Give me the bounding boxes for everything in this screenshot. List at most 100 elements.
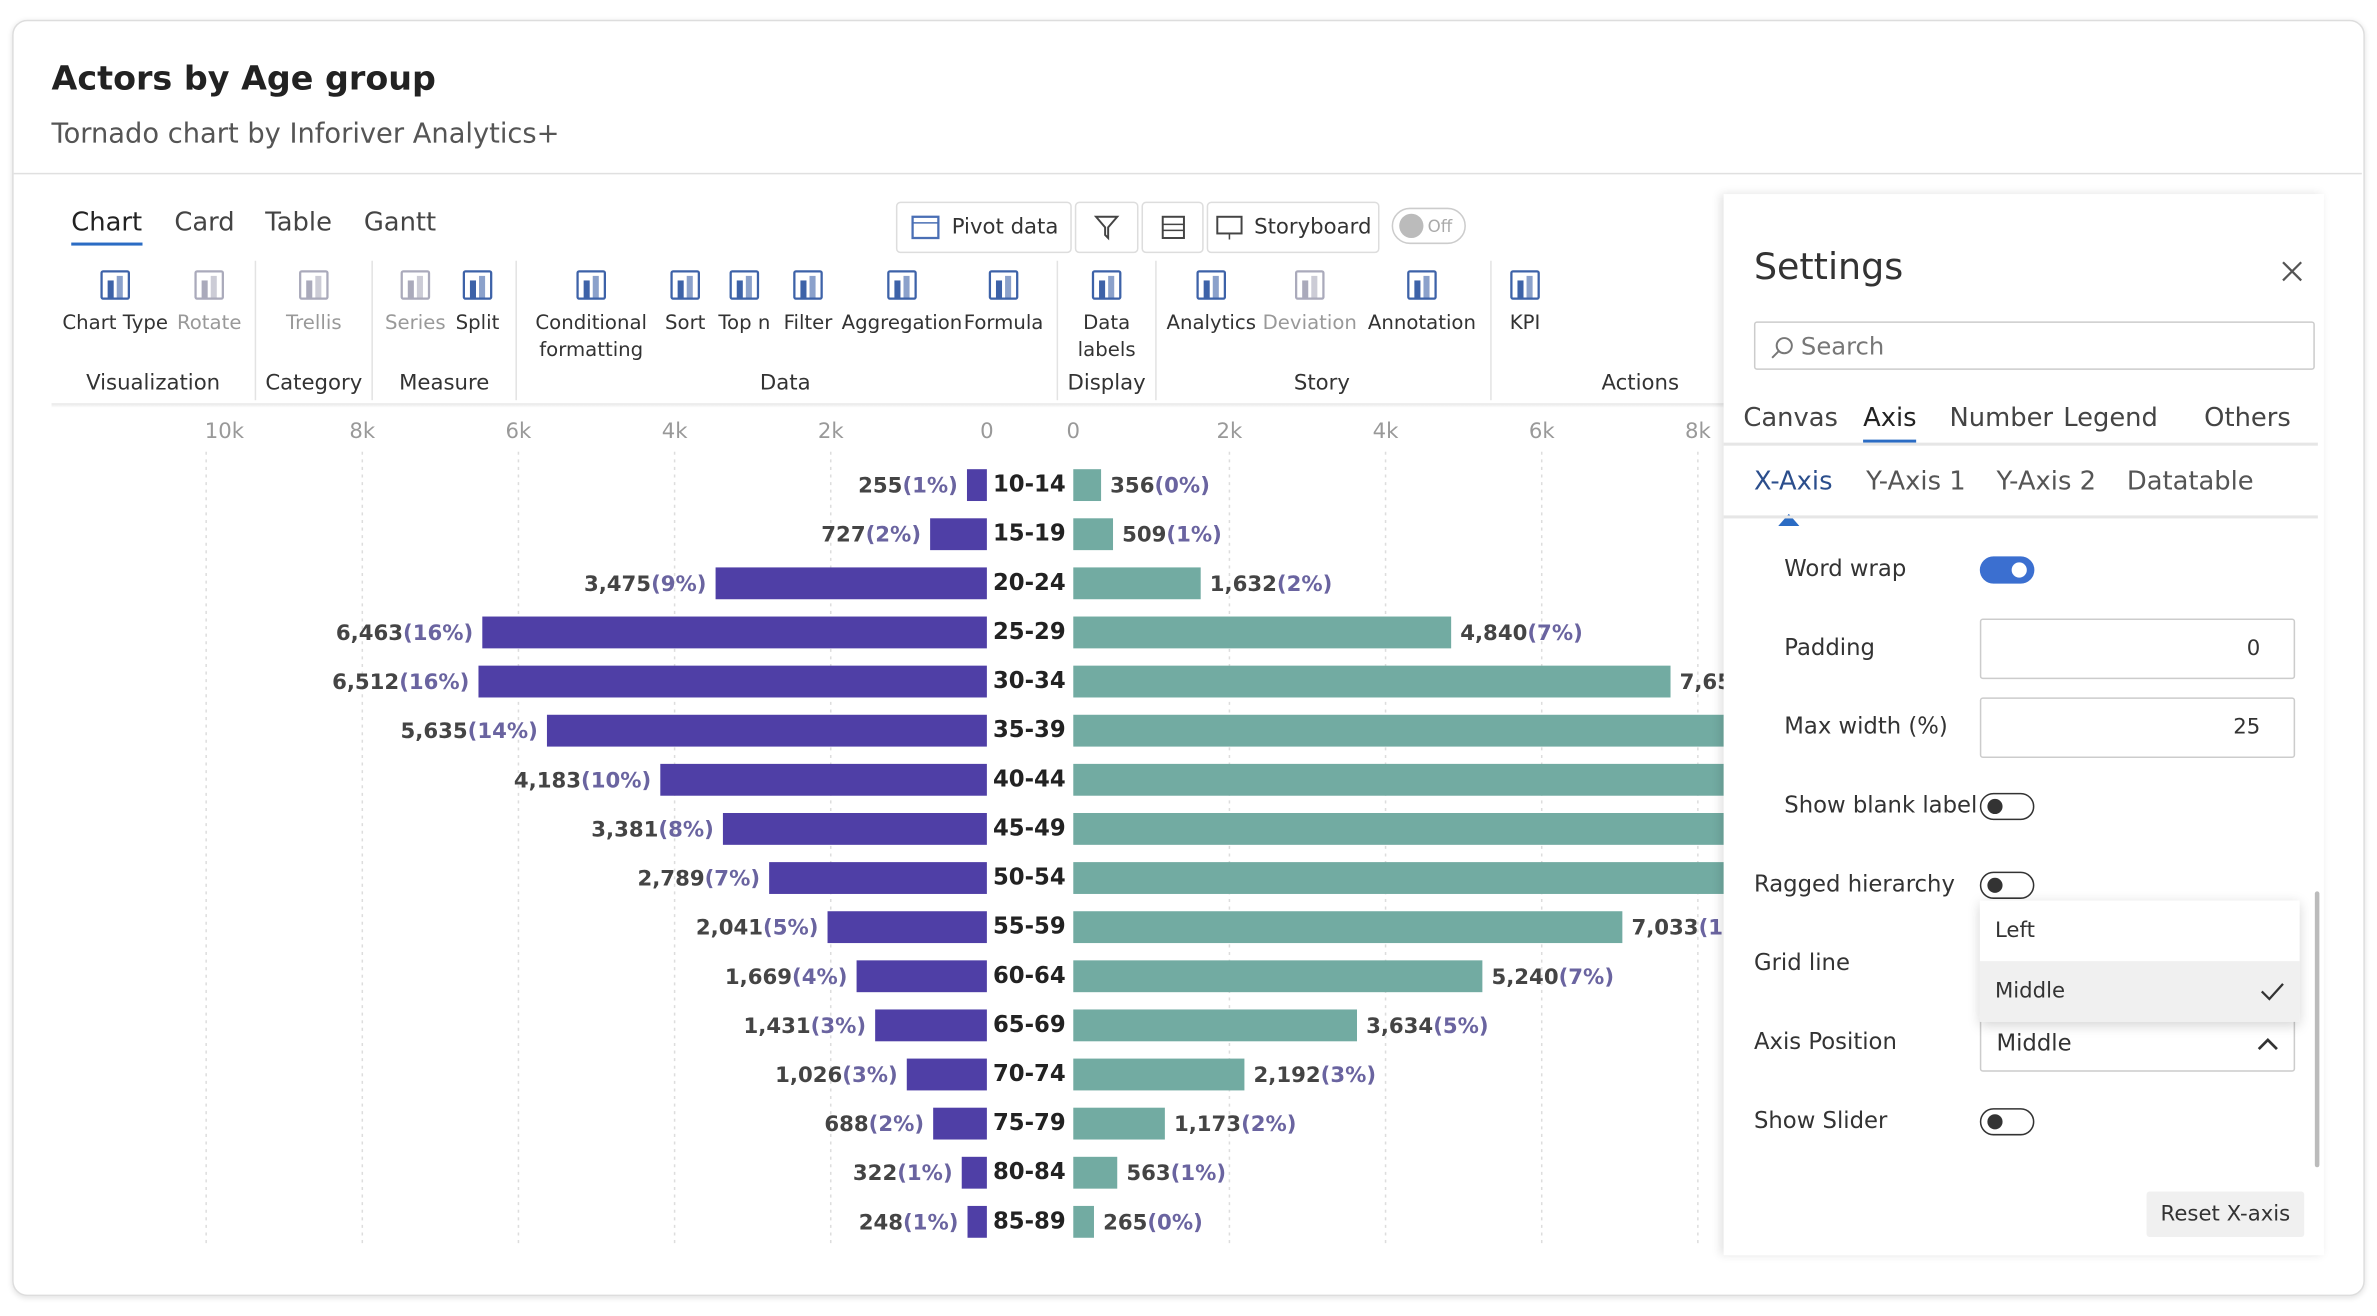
category-label: 40-44 — [993, 766, 1066, 792]
bar — [968, 1206, 987, 1238]
number-input[interactable]: 25 — [1980, 697, 2295, 758]
toggle[interactable] — [1980, 793, 2035, 820]
field-label: Grid line — [1754, 949, 1850, 976]
toolbar-icon — [1193, 264, 1229, 303]
table-button[interactable] — [1142, 202, 1204, 254]
data-label-percent: (7%) — [1527, 621, 1582, 646]
tab[interactable]: Card — [174, 208, 234, 238]
settings-tab[interactable]: Axis — [1863, 403, 1916, 442]
data-label-value: 727 — [821, 523, 865, 548]
bar — [828, 911, 987, 943]
toolbar-item[interactable]: Split — [409, 311, 545, 338]
data-label-percent: (10%) — [581, 768, 651, 793]
data-label: 1,431(3%) — [744, 1014, 867, 1039]
data-label-value: 1,173 — [1174, 1112, 1241, 1137]
data-label-value: 2,041 — [696, 916, 763, 941]
data-label-value: 7,033 — [1631, 916, 1698, 941]
field-label: Max width (%) — [1784, 712, 1948, 739]
divider — [1724, 515, 2318, 518]
x-tick-label: 2k — [1217, 419, 1244, 444]
toolbar-icon — [573, 264, 609, 303]
number-input[interactable]: 0 — [1980, 619, 2295, 680]
data-label-percent: (7%) — [1559, 965, 1614, 990]
data-label-value: 265 — [1103, 1210, 1147, 1235]
category-label: 15-19 — [993, 521, 1066, 547]
bar — [1073, 469, 1101, 501]
data-label-percent: (3%) — [811, 1014, 866, 1039]
bar — [660, 764, 987, 796]
data-label: 688(2%) — [824, 1112, 924, 1137]
x-tick-label: 8k — [1685, 419, 1712, 444]
settings-title: Settings — [1754, 246, 1903, 288]
filter-button[interactable] — [1075, 202, 1139, 254]
settings-subtab[interactable]: Y-Axis 2 — [1996, 467, 2095, 497]
toolbar-item[interactable]: Data labels — [1073, 311, 1140, 366]
bar — [1073, 666, 1670, 698]
toolbar-icon — [296, 264, 332, 303]
data-label-percent: (14%) — [468, 719, 538, 744]
settings-tab[interactable]: Legend — [2063, 403, 2158, 433]
category-label: 60-64 — [993, 963, 1066, 989]
data-label-percent: (2%) — [1277, 572, 1332, 597]
data-label: 2,041(5%) — [696, 916, 819, 941]
field-label: Show Slider — [1754, 1107, 1887, 1134]
bar — [967, 469, 987, 501]
button-label: Pivot data — [952, 215, 1059, 239]
bar — [769, 862, 987, 894]
toolbar-item[interactable]: Formula — [935, 311, 1071, 338]
storyboard-button[interactable]: Storyboard — [1207, 202, 1380, 254]
toolbar-icon — [667, 264, 703, 303]
settings-tab[interactable]: Number — [1949, 403, 2053, 433]
data-label: 255(1%) — [858, 474, 958, 499]
data-label-percent: (16%) — [399, 670, 469, 695]
tab[interactable]: Gantt — [364, 208, 436, 238]
bar — [1073, 1206, 1094, 1238]
data-label-percent: (3%) — [842, 1063, 897, 1088]
data-label: 2,789(7%) — [637, 867, 760, 892]
tab[interactable]: Table — [265, 208, 332, 238]
bar — [1073, 1059, 1244, 1091]
settings-subtab[interactable]: Y-Axis 1 — [1866, 467, 1965, 497]
bar — [716, 567, 987, 599]
data-label-percent: (8%) — [658, 817, 713, 842]
data-label: 1,669(4%) — [725, 965, 848, 990]
data-label: 322(1%) — [853, 1161, 953, 1186]
toggle[interactable] — [1980, 556, 2035, 583]
data-label-value: 688 — [824, 1112, 868, 1137]
settings-subtab[interactable]: X-Axis — [1754, 467, 1833, 497]
reset-button[interactable]: Reset X-axis — [2147, 1192, 2305, 1237]
off-toggle[interactable]: Off — [1392, 208, 1466, 244]
data-label: 1,632(2%) — [1210, 572, 1333, 597]
toggle[interactable] — [1980, 872, 2035, 899]
divider — [1724, 443, 2318, 446]
search-box[interactable]: Search — [1754, 321, 2315, 370]
bar — [933, 1108, 987, 1140]
field-label: Axis Position — [1754, 1028, 1897, 1055]
data-label-percent: (5%) — [763, 916, 818, 941]
category-label: 35-39 — [993, 717, 1066, 743]
category-label: 45-49 — [993, 815, 1066, 841]
dropdown-option[interactable]: Left — [1980, 900, 2300, 961]
scrollbar — [2315, 891, 2320, 1167]
toolbar-icon — [1507, 264, 1543, 303]
dropdown-option[interactable]: Middle — [1980, 961, 2300, 1022]
data-label-value: 5,635 — [401, 719, 468, 744]
pivot-button[interactable]: Pivot data — [896, 202, 1072, 254]
toggle[interactable] — [1980, 1108, 2035, 1135]
bar — [1073, 1009, 1357, 1041]
data-label-percent: (1%) — [903, 1210, 958, 1235]
data-label-percent: (0%) — [1154, 474, 1209, 499]
chevron — [2257, 1037, 2278, 1052]
data-label-value: 255 — [858, 474, 902, 499]
settings-tab[interactable]: Canvas — [1743, 403, 1838, 433]
bar — [1073, 960, 1482, 992]
data-label-value: 6,512 — [332, 670, 399, 695]
data-label: 727(2%) — [821, 523, 921, 548]
close-button[interactable] — [2278, 258, 2305, 285]
settings-subtab[interactable]: Datatable — [2127, 467, 2254, 497]
select[interactable]: Middle — [1980, 1016, 2295, 1072]
settings-tab[interactable]: Others — [2204, 403, 2291, 433]
toolbar-item[interactable]: KPI — [1457, 311, 1593, 338]
tab[interactable]: Chart — [71, 208, 142, 246]
